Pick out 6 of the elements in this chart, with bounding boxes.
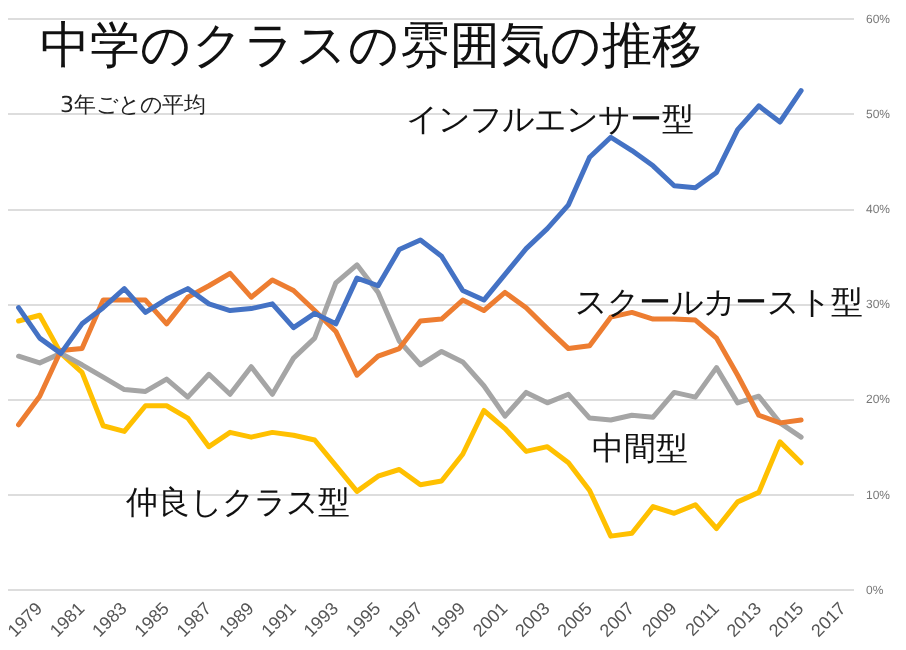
- chart-title: 中学のクラスの雰囲気の推移: [40, 14, 702, 78]
- series-label: スクールカースト型: [574, 283, 863, 322]
- series-label: インフルエンサー型: [405, 100, 694, 139]
- text: 3年ごとの平均: [60, 90, 206, 120]
- series-label: 仲良しクラス型: [126, 483, 351, 522]
- series-label: 中間型: [591, 428, 688, 467]
